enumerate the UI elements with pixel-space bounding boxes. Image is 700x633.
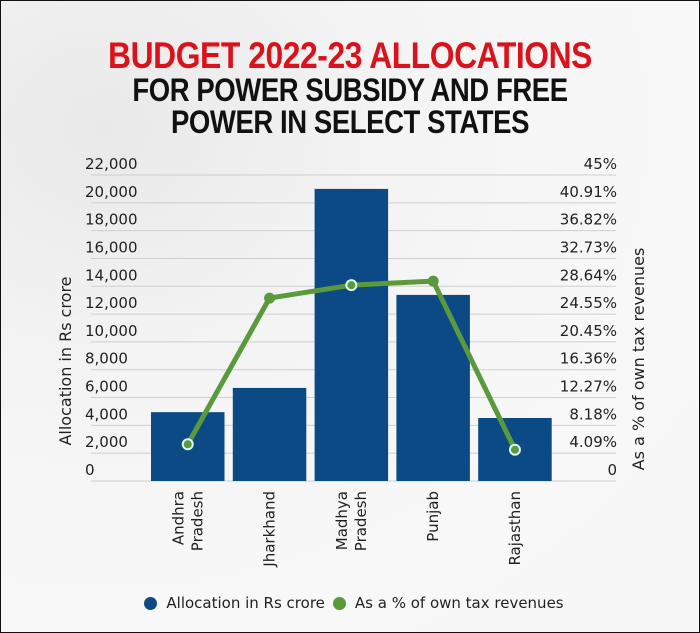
x-label-rajasthan: Rajasthan [506, 491, 524, 566]
legend-bar-swatch-icon [144, 596, 158, 610]
svg-text:Andhra: Andhra [169, 491, 187, 545]
bar-punjab [396, 294, 470, 481]
left-tick-label: 14,000 [85, 266, 138, 284]
line-marker-icon [345, 279, 358, 292]
left-tick-label: 12,000 [85, 294, 138, 312]
legend-line-label: As a % of own tax revenues [354, 594, 564, 612]
right-tick-label: 45% [584, 155, 617, 173]
line-marker-icon [181, 438, 194, 451]
left-tick-label: 22,000 [85, 155, 138, 173]
svg-text:Pradesh: Pradesh [352, 491, 370, 551]
legend-item-allocation: Allocation in Rs crore [136, 594, 325, 612]
right-tick-label: 36.82% [560, 211, 617, 229]
line-marker-icon [508, 443, 521, 456]
left-tick-label: 6,000 [85, 378, 128, 396]
right-axis-ticks: 0 4.09% 8.18% 12.27% 16.36% 20.45% 24.55% 28.64… [560, 155, 617, 479]
legend: Allocation in Rs crore As a % of own tax… [1, 594, 699, 612]
svg-text:Madhya: Madhya [333, 491, 351, 550]
bar-madhya-pradesh [314, 188, 389, 481]
right-tick-label: 32.73% [560, 238, 617, 256]
left-tick-label: 8,000 [85, 350, 128, 368]
right-tick-label: 0 [607, 461, 617, 479]
line-marker-icon [264, 292, 276, 304]
legend-item-percent: As a % of own tax revenues [325, 594, 564, 612]
x-label-madhya-pradesh: Madhya Pradesh [333, 491, 370, 551]
title-line-1: BUDGET 2022-23 ALLOCATIONS [108, 35, 592, 76]
left-tick-label: 2,000 [85, 433, 128, 451]
right-tick-label: 40.91% [560, 183, 617, 201]
right-tick-label: 8.18% [569, 405, 617, 423]
right-tick-label: 12.27% [560, 378, 617, 396]
x-label-punjab: Punjab [424, 491, 442, 542]
x-label-jharkhand: Jharkhand [261, 491, 279, 568]
left-axis-label: Allocation in Rs crore [56, 276, 75, 445]
title-line-3: POWER IN SELECT STATES [170, 104, 530, 140]
line-marker-icon [427, 275, 439, 287]
title-line-2: FOR POWER SUBSIDY AND FREE [132, 72, 568, 108]
right-axis-label: As a % of own tax revenues [629, 248, 648, 471]
x-axis-labels: Andhra Pradesh Jharkhand Madhya Pradesh Punja… [169, 491, 524, 568]
legend-bar-label: Allocation in Rs crore [166, 594, 325, 612]
x-label-andhra-pradesh: Andhra Pradesh [169, 491, 206, 551]
legend-line-swatch-icon [332, 596, 346, 610]
right-tick-label: 4.09% [569, 433, 617, 451]
left-tick-label: 18,000 [85, 211, 138, 229]
svg-text:Jharkhand: Jharkhand [261, 491, 279, 568]
right-tick-label: 20.45% [560, 322, 617, 340]
svg-text:Punjab: Punjab [424, 491, 442, 542]
left-tick-label: 10,000 [85, 322, 138, 340]
left-axis-ticks: 0 2,000 4,000 6,000 8,000 10,000 12,000 14,000 1… [85, 155, 138, 479]
bar-jharkhand [232, 387, 307, 481]
left-tick-label: 20,000 [85, 183, 138, 201]
svg-text:Pradesh: Pradesh [188, 491, 206, 551]
left-tick-label: 0 [85, 461, 95, 479]
left-tick-label: 16,000 [85, 238, 138, 256]
right-tick-label: 24.55% [560, 294, 617, 312]
right-tick-label: 28.64% [560, 266, 617, 284]
svg-text:Rajasthan: Rajasthan [506, 491, 524, 566]
bar-series [151, 188, 552, 481]
left-tick-label: 4,000 [85, 405, 128, 423]
right-tick-label: 16.36% [560, 350, 617, 368]
line-series [181, 275, 521, 456]
